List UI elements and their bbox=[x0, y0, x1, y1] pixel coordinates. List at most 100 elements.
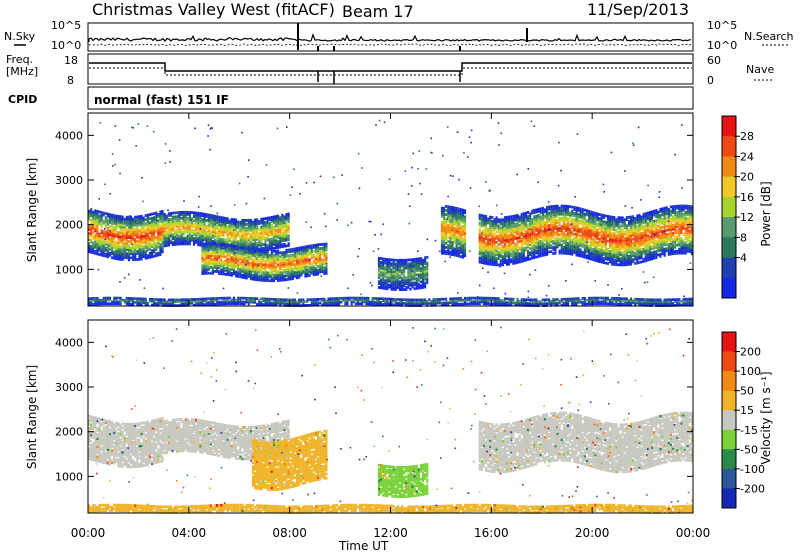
echo-cell bbox=[161, 246, 164, 250]
echo-cell bbox=[604, 222, 607, 226]
echo-cell bbox=[119, 247, 122, 251]
echo-cell bbox=[211, 260, 214, 263]
echo-cell bbox=[487, 242, 490, 245]
echo-cell bbox=[203, 236, 206, 240]
echo-cell bbox=[279, 218, 282, 221]
echo-cell bbox=[390, 270, 393, 273]
echo-cell bbox=[285, 260, 288, 264]
echo-cell bbox=[283, 278, 286, 282]
echo-cell bbox=[588, 255, 591, 258]
echo-cell bbox=[182, 232, 185, 236]
echo-cell bbox=[554, 213, 557, 216]
echo-cell bbox=[115, 243, 118, 246]
echo-cell bbox=[501, 259, 504, 263]
echo-cell bbox=[321, 260, 324, 264]
echo-cell bbox=[306, 274, 309, 278]
echo-cell bbox=[283, 239, 286, 242]
echo-cell bbox=[503, 228, 506, 232]
echo-cell bbox=[153, 246, 156, 250]
echo-cell bbox=[153, 220, 156, 224]
echo-cell bbox=[583, 249, 586, 253]
echo-cell bbox=[606, 231, 609, 235]
echo-cell bbox=[506, 248, 509, 252]
echo-cell bbox=[157, 233, 160, 237]
echo-cell bbox=[424, 270, 427, 273]
echo-cell bbox=[182, 220, 185, 224]
echo-cell bbox=[403, 288, 406, 291]
echo-cell bbox=[144, 256, 147, 260]
echo-cell bbox=[197, 237, 200, 241]
echo-cell bbox=[653, 244, 656, 248]
echo-cell bbox=[569, 236, 572, 239]
echo-cell bbox=[495, 226, 498, 230]
echo-cell bbox=[403, 258, 406, 262]
echo-cell bbox=[501, 245, 504, 248]
echo-cell bbox=[495, 224, 498, 228]
echo-cell bbox=[260, 229, 263, 233]
echo-cell bbox=[611, 240, 614, 244]
echo-cell bbox=[588, 253, 591, 256]
echo-cell bbox=[260, 276, 263, 280]
echo-cell bbox=[417, 277, 420, 280]
echo-cell bbox=[113, 216, 116, 219]
echo-cell bbox=[153, 248, 156, 252]
echo-cell bbox=[449, 207, 452, 211]
echo-cell bbox=[262, 223, 265, 227]
echo-cell bbox=[317, 245, 320, 249]
echo-cell bbox=[230, 219, 233, 223]
echo-cell bbox=[251, 254, 254, 258]
echo-cell bbox=[449, 226, 452, 229]
echo-cell bbox=[386, 281, 389, 285]
echo-cell bbox=[634, 219, 637, 222]
echo-cell bbox=[564, 241, 567, 245]
echo-cell bbox=[254, 238, 257, 242]
echo-cell bbox=[169, 241, 172, 245]
echo-cell bbox=[455, 231, 458, 235]
echo-cell bbox=[169, 229, 172, 233]
echo-cell bbox=[302, 265, 305, 269]
echo-cell bbox=[264, 232, 267, 236]
echo-cell bbox=[424, 268, 427, 271]
echo-cell bbox=[485, 231, 488, 235]
echo-cell bbox=[184, 242, 187, 246]
echo-cell bbox=[443, 219, 446, 222]
echo-cell bbox=[153, 226, 156, 230]
echo-cell bbox=[165, 236, 168, 240]
echo-cell bbox=[258, 255, 261, 258]
echo-cell bbox=[615, 236, 618, 240]
echo-cell bbox=[546, 236, 549, 240]
echo-cell bbox=[232, 258, 235, 262]
echo-cell bbox=[96, 238, 99, 242]
echo-cell bbox=[411, 262, 414, 265]
echo-cell bbox=[249, 255, 252, 259]
echo-cell bbox=[218, 241, 221, 245]
echo-cell bbox=[491, 242, 494, 246]
echo-cell bbox=[634, 223, 637, 226]
echo-cell bbox=[529, 220, 532, 224]
echo-cell bbox=[184, 226, 187, 230]
echo-cell bbox=[138, 253, 141, 257]
echo-cell bbox=[224, 269, 227, 272]
echo-cell bbox=[642, 231, 645, 235]
echo-cell bbox=[275, 240, 278, 244]
echo-cell bbox=[228, 255, 231, 259]
echo-cell bbox=[159, 247, 162, 250]
echo-cell bbox=[600, 240, 603, 243]
echo-cell bbox=[665, 233, 668, 236]
echo-cell bbox=[207, 231, 210, 235]
echo-cell bbox=[199, 212, 202, 215]
echo-cell bbox=[646, 228, 649, 231]
echo-cell bbox=[159, 214, 162, 218]
echo-cell bbox=[630, 234, 633, 237]
echo-cell bbox=[552, 245, 555, 249]
echo-cell bbox=[598, 254, 601, 257]
echo-cell bbox=[268, 267, 271, 271]
echo-cell bbox=[180, 238, 183, 242]
echo-cell bbox=[104, 246, 107, 250]
echo-cell bbox=[617, 238, 620, 242]
echo-cell bbox=[646, 240, 649, 244]
echo-cell bbox=[567, 233, 570, 237]
echo-cell bbox=[537, 218, 540, 221]
echo-cell bbox=[218, 246, 221, 250]
echo-cell bbox=[558, 229, 561, 232]
